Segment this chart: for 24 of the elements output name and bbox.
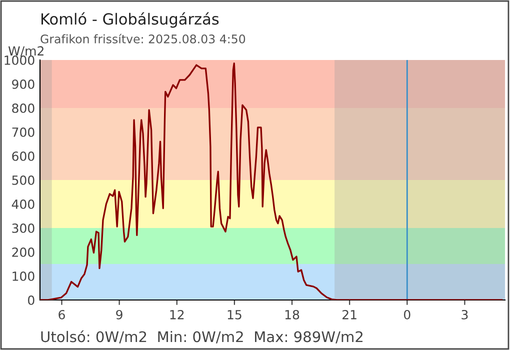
- y-tick-label: 100: [12, 271, 34, 281]
- y-tick-label: 200: [12, 247, 34, 257]
- y-tick-label: 800: [12, 103, 34, 113]
- y-axis-title: W/m2: [8, 46, 44, 57]
- y-tick-label: 300: [12, 223, 34, 233]
- x-tick-label: 6: [58, 310, 65, 320]
- y-tick-label: 900: [12, 79, 34, 89]
- x-tick-label: 15: [228, 310, 242, 320]
- x-tick-label: 3: [462, 310, 468, 320]
- y-tick-label: 400: [12, 199, 34, 209]
- x-tick-label: 18: [285, 310, 300, 320]
- x-tick-label: 9: [116, 310, 122, 320]
- chart-subtitle: Grafikon frissítve: 2025.08.03 4:50: [40, 34, 246, 44]
- y-tick-label: 500: [12, 175, 34, 185]
- text: Utolsó: 0W/m2 Min: 0W/m2 Max: 989W/m2: [41, 330, 362, 344]
- x-tick-label: 12: [170, 310, 184, 320]
- y-tick-label: 0: [28, 295, 34, 305]
- line-series: [40, 62, 503, 300]
- y-tick-label: 700: [12, 127, 34, 137]
- y-tick-label: 600: [12, 151, 34, 161]
- chart-title: Komló - Globálsugárzás: [42, 12, 219, 28]
- x-tick-label: 21: [342, 310, 356, 320]
- y-tick-label: 1000: [4, 55, 34, 65]
- x-tick-label: 0: [404, 310, 410, 320]
